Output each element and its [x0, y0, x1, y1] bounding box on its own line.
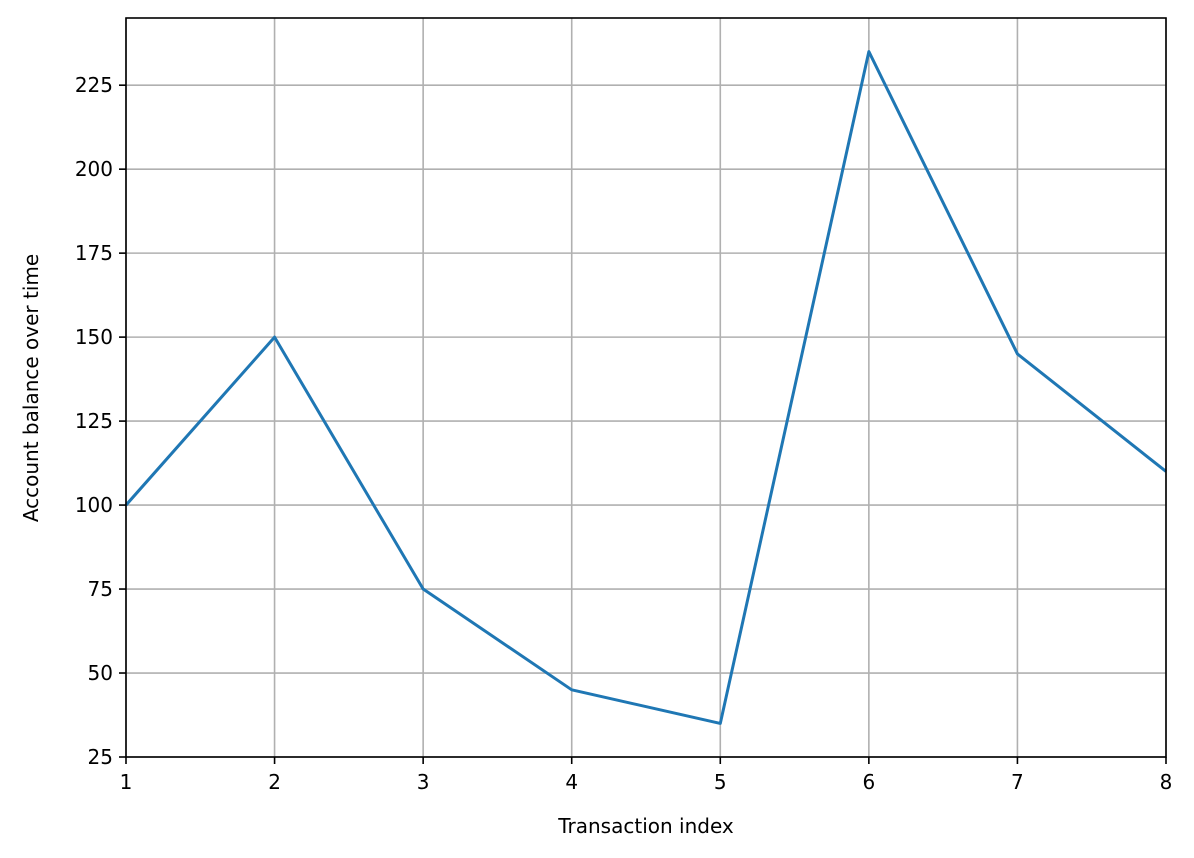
y-tick-label: 125: [75, 409, 113, 433]
y-tick-label: 225: [75, 73, 113, 97]
y-axis-title: Account balance over time: [19, 254, 43, 522]
y-tick-label: 50: [88, 661, 113, 685]
x-tick-label: 6: [862, 770, 875, 794]
y-tick-label: 150: [75, 325, 113, 349]
ticks: 1 2 3 4 5 6 7 8 25 50 75 100 125 150 175 200 225: [75, 73, 1173, 794]
x-tick-label: 7: [1011, 770, 1024, 794]
y-tick-label: 25: [88, 745, 113, 769]
x-tick-label: 5: [714, 770, 727, 794]
x-tick-label: 1: [120, 770, 133, 794]
y-tick-label: 100: [75, 493, 113, 517]
x-tick-label: 4: [565, 770, 578, 794]
y-tick-label: 175: [75, 241, 113, 265]
x-tick-label: 3: [417, 770, 430, 794]
x-tick-label: 8: [1160, 770, 1173, 794]
plot-frame: [125, 17, 1167, 758]
x-axis-title: Transaction index: [557, 814, 734, 838]
grid: [125, 18, 1167, 758]
y-tick-label: 75: [88, 577, 113, 601]
x-tick-label: 2: [268, 770, 281, 794]
y-tick-label: 200: [75, 157, 113, 181]
series-line: [124, 50, 1167, 725]
series-layer: [124, 50, 1167, 725]
